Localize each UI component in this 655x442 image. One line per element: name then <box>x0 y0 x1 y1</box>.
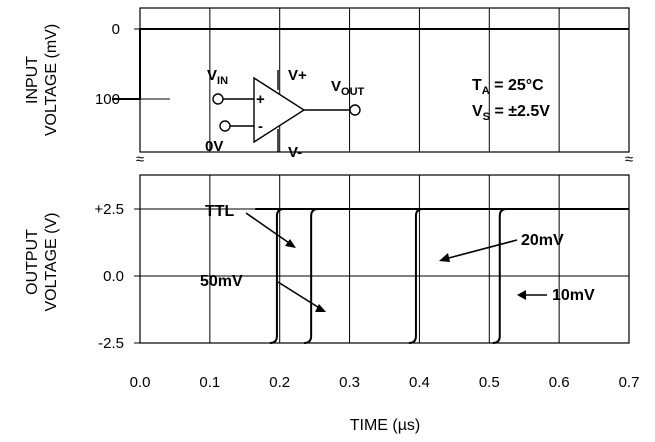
op-amp-plus-sign: + <box>256 91 265 108</box>
series-label-50mv: 50mV <box>200 273 243 290</box>
arrowhead-20mv <box>439 253 450 262</box>
vout-terminal <box>349 104 361 116</box>
input-y-tick-label: 0 <box>112 21 120 38</box>
x-tick-label: 0.1 <box>199 374 220 391</box>
output-transition-50mv <box>304 208 319 344</box>
ref-label: 0V <box>205 138 223 155</box>
output-y-label-line2: VOLTAGE (V) <box>43 213 60 312</box>
arrow-ttl <box>245 212 293 246</box>
arrow-50mv <box>277 281 322 310</box>
temperature-condition: TA = 25°C <box>472 77 544 97</box>
series-label-ttl: TTL <box>205 203 235 220</box>
arrow-20mv <box>444 239 518 260</box>
break-mark-right: ≈ <box>625 151 633 168</box>
output-y-label-line1: OUTPUT <box>24 229 41 295</box>
series-label-10mv: 10mV <box>552 287 595 304</box>
output-y-tick-label: +2.5 <box>94 201 124 218</box>
op-amp-triangle <box>253 76 306 144</box>
vplus-label: V+ <box>288 67 307 84</box>
input-y-tick-label: 100 <box>95 91 120 108</box>
input-y-label-line2: VOLTAGE (mV) <box>43 24 60 136</box>
vminus-label: V- <box>288 144 302 161</box>
break-mark-left: ≈ <box>136 151 144 168</box>
output-transition-20mv <box>408 208 423 344</box>
output-y-tick-label: -2.5 <box>98 335 124 352</box>
x-tick-label: 0.4 <box>409 374 430 391</box>
series-annotations: TTL 50mV 20mV 10mV <box>200 203 595 312</box>
arrowhead-10mv <box>517 290 526 300</box>
x-tick-label: 0.7 <box>619 374 640 391</box>
input-y-label-line1: INPUT <box>24 56 41 104</box>
op-amp-minus-sign: - <box>258 118 263 135</box>
x-tick-label: 0.2 <box>269 374 290 391</box>
output-panel-frame <box>139 174 630 344</box>
output-transition-10mv <box>492 208 507 344</box>
arrowhead-50mv <box>315 304 326 312</box>
input-step-waveform <box>112 28 629 100</box>
x-tick-label: 0.5 <box>479 374 500 391</box>
vin-terminal <box>212 93 224 105</box>
supply-condition: VS = ±2.5V <box>472 103 550 123</box>
ref-terminal <box>219 120 231 132</box>
x-tick-label: 0.6 <box>549 374 570 391</box>
arrowhead-ttl <box>285 239 296 248</box>
comparator-schematic <box>212 70 361 152</box>
x-tick-label: 0.3 <box>339 374 360 391</box>
output-transition-ttl <box>269 208 284 344</box>
vout-label: VOUT <box>331 78 365 98</box>
series-label-20mv: 20mV <box>521 232 564 249</box>
output-y-tick-label: 0.0 <box>103 268 124 285</box>
x-axis-label: TIME (µs) <box>350 417 421 434</box>
x-tick-label: 0.0 <box>130 374 151 391</box>
vin-label: VIN <box>207 67 228 87</box>
